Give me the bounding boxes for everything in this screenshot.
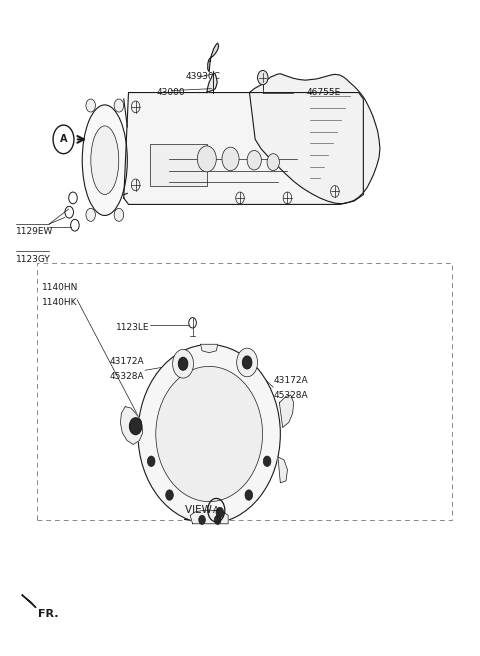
Polygon shape [190,510,228,523]
Polygon shape [207,73,217,92]
Text: 1123GY: 1123GY [16,255,51,264]
Polygon shape [22,595,36,607]
Polygon shape [279,395,294,428]
Circle shape [258,70,268,85]
Circle shape [242,356,252,369]
Polygon shape [250,73,380,204]
Text: 45328A: 45328A [273,390,308,400]
Text: 1129EW: 1129EW [16,227,53,236]
Ellipse shape [82,105,127,215]
Circle shape [247,150,261,170]
Ellipse shape [138,344,280,523]
Polygon shape [201,344,218,353]
Polygon shape [124,92,363,205]
Ellipse shape [91,126,119,194]
Bar [150,144,207,186]
Text: 1140HN: 1140HN [42,283,78,291]
Text: 1140HK: 1140HK [42,298,77,306]
Circle shape [215,516,221,524]
Circle shape [114,99,124,112]
Text: 45328A: 45328A [109,372,144,380]
Circle shape [179,358,188,370]
Circle shape [222,147,239,171]
Circle shape [216,507,224,518]
Circle shape [264,456,271,466]
Circle shape [130,418,142,435]
Circle shape [114,209,124,221]
Text: 43930C: 43930C [185,72,220,81]
Circle shape [245,490,252,501]
Ellipse shape [156,367,263,502]
Circle shape [86,99,96,112]
Text: 43000: 43000 [157,88,186,97]
Polygon shape [278,457,288,483]
Circle shape [199,516,205,524]
Circle shape [237,348,258,377]
Polygon shape [208,43,219,72]
Text: A: A [60,134,67,144]
Circle shape [86,209,96,221]
Circle shape [267,154,279,171]
Text: VIEW: VIEW [185,505,216,515]
Text: 46755E: 46755E [306,88,341,97]
Bar [37,263,452,520]
Text: 43172A: 43172A [109,357,144,366]
Circle shape [166,490,173,501]
Text: FR.: FR. [38,609,59,619]
Circle shape [147,456,155,466]
Text: 43172A: 43172A [273,376,308,384]
Text: 1123LE: 1123LE [116,323,149,333]
Text: A: A [213,506,219,514]
Circle shape [173,350,193,378]
Polygon shape [120,407,143,444]
Circle shape [197,146,216,172]
